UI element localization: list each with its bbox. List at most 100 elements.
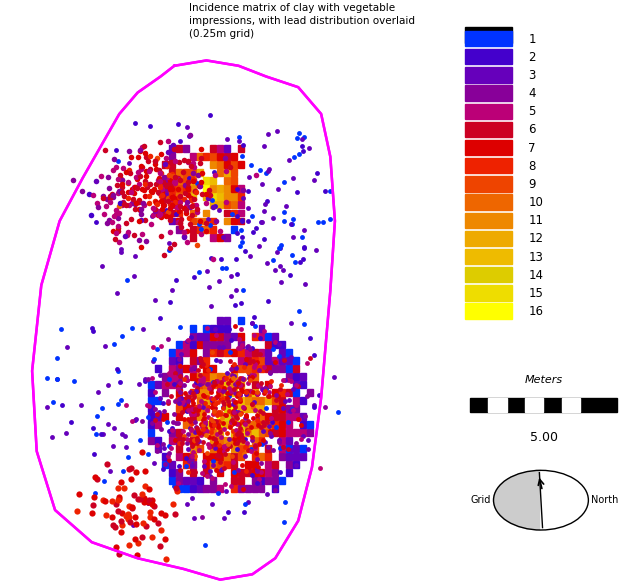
Bar [210, 461, 216, 468]
Bar [176, 429, 182, 436]
Bar [272, 405, 278, 412]
Bar [224, 413, 230, 420]
Bar [210, 226, 216, 232]
Bar [224, 373, 230, 380]
Bar [162, 389, 168, 396]
Bar [176, 177, 182, 184]
Bar [525, 398, 543, 412]
Bar [197, 389, 203, 396]
Text: 10: 10 [528, 196, 543, 209]
Bar [190, 373, 196, 380]
Bar [224, 218, 230, 225]
Bar [259, 357, 265, 364]
Bar [279, 445, 285, 452]
Text: 9: 9 [528, 178, 536, 191]
Bar [169, 364, 175, 371]
Bar [210, 421, 216, 428]
Bar [203, 469, 210, 476]
Bar [465, 85, 513, 101]
Bar [231, 209, 237, 216]
Bar [162, 373, 168, 380]
Bar [286, 469, 292, 476]
Bar [231, 453, 237, 460]
Bar [231, 485, 237, 492]
Bar [238, 485, 244, 492]
Bar [231, 373, 237, 380]
Bar [224, 349, 230, 356]
Bar [231, 218, 237, 225]
Bar [155, 437, 161, 444]
Bar [169, 185, 175, 192]
Bar [293, 373, 299, 380]
Text: 11: 11 [528, 214, 543, 227]
Bar [190, 461, 196, 468]
Bar [300, 421, 306, 428]
Bar [155, 364, 161, 371]
Bar [210, 333, 216, 339]
Bar [224, 397, 230, 404]
Bar [190, 233, 196, 240]
Bar [210, 233, 216, 240]
Bar [176, 381, 182, 388]
Bar [197, 413, 203, 420]
Bar [245, 485, 250, 492]
Bar [252, 445, 258, 452]
Bar [190, 364, 196, 371]
Bar [217, 316, 223, 324]
Bar [265, 397, 272, 404]
Text: 2: 2 [528, 51, 536, 64]
Bar [210, 145, 216, 152]
Bar [238, 397, 244, 404]
Bar [293, 461, 299, 468]
Bar [169, 437, 175, 444]
Bar [183, 453, 189, 460]
Bar [272, 421, 278, 428]
Bar [203, 389, 210, 396]
Bar [183, 477, 189, 484]
Bar [465, 230, 513, 246]
Bar [300, 429, 306, 436]
Bar [259, 429, 265, 436]
Bar [279, 357, 285, 364]
Bar [183, 405, 189, 412]
Bar [238, 316, 244, 324]
Bar [217, 349, 223, 356]
Bar [190, 177, 196, 184]
Bar [224, 453, 230, 460]
Bar [300, 413, 306, 420]
Bar [176, 445, 182, 452]
Bar [259, 421, 265, 428]
Bar [224, 233, 230, 240]
Bar [183, 364, 189, 371]
Text: 4: 4 [528, 87, 536, 100]
Bar [224, 201, 230, 208]
Bar [183, 397, 189, 404]
Bar [210, 429, 216, 436]
Bar [197, 429, 203, 436]
Bar [265, 333, 272, 339]
Bar [217, 485, 223, 492]
Bar [183, 340, 189, 347]
Bar [238, 421, 244, 428]
Text: 14: 14 [528, 269, 543, 281]
Bar [224, 381, 230, 388]
Bar [203, 153, 210, 160]
Bar [162, 453, 168, 460]
Bar [238, 429, 244, 436]
Bar [293, 413, 299, 420]
Bar [286, 461, 292, 468]
Bar [148, 397, 154, 404]
Bar [190, 437, 196, 444]
Bar [252, 381, 258, 388]
Bar [217, 194, 223, 201]
Bar [210, 161, 216, 168]
Text: 16: 16 [528, 305, 543, 318]
Bar [169, 349, 175, 356]
Bar [231, 177, 237, 184]
Bar [286, 357, 292, 364]
Bar [465, 285, 513, 301]
Bar [238, 445, 244, 452]
Bar [203, 397, 210, 404]
Bar [162, 177, 168, 184]
Bar [245, 357, 250, 364]
